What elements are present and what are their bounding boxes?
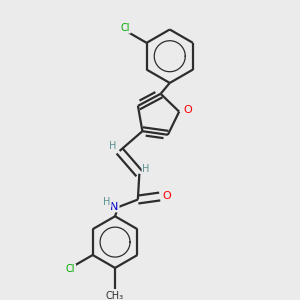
Text: N: N xyxy=(110,202,118,212)
Text: Cl: Cl xyxy=(121,23,130,33)
Text: Cl: Cl xyxy=(66,264,75,274)
Text: O: O xyxy=(183,105,192,116)
Text: CH₃: CH₃ xyxy=(106,291,124,300)
Text: H: H xyxy=(109,141,117,151)
Text: H: H xyxy=(142,164,150,174)
Text: O: O xyxy=(162,190,171,201)
Text: H: H xyxy=(103,197,111,207)
